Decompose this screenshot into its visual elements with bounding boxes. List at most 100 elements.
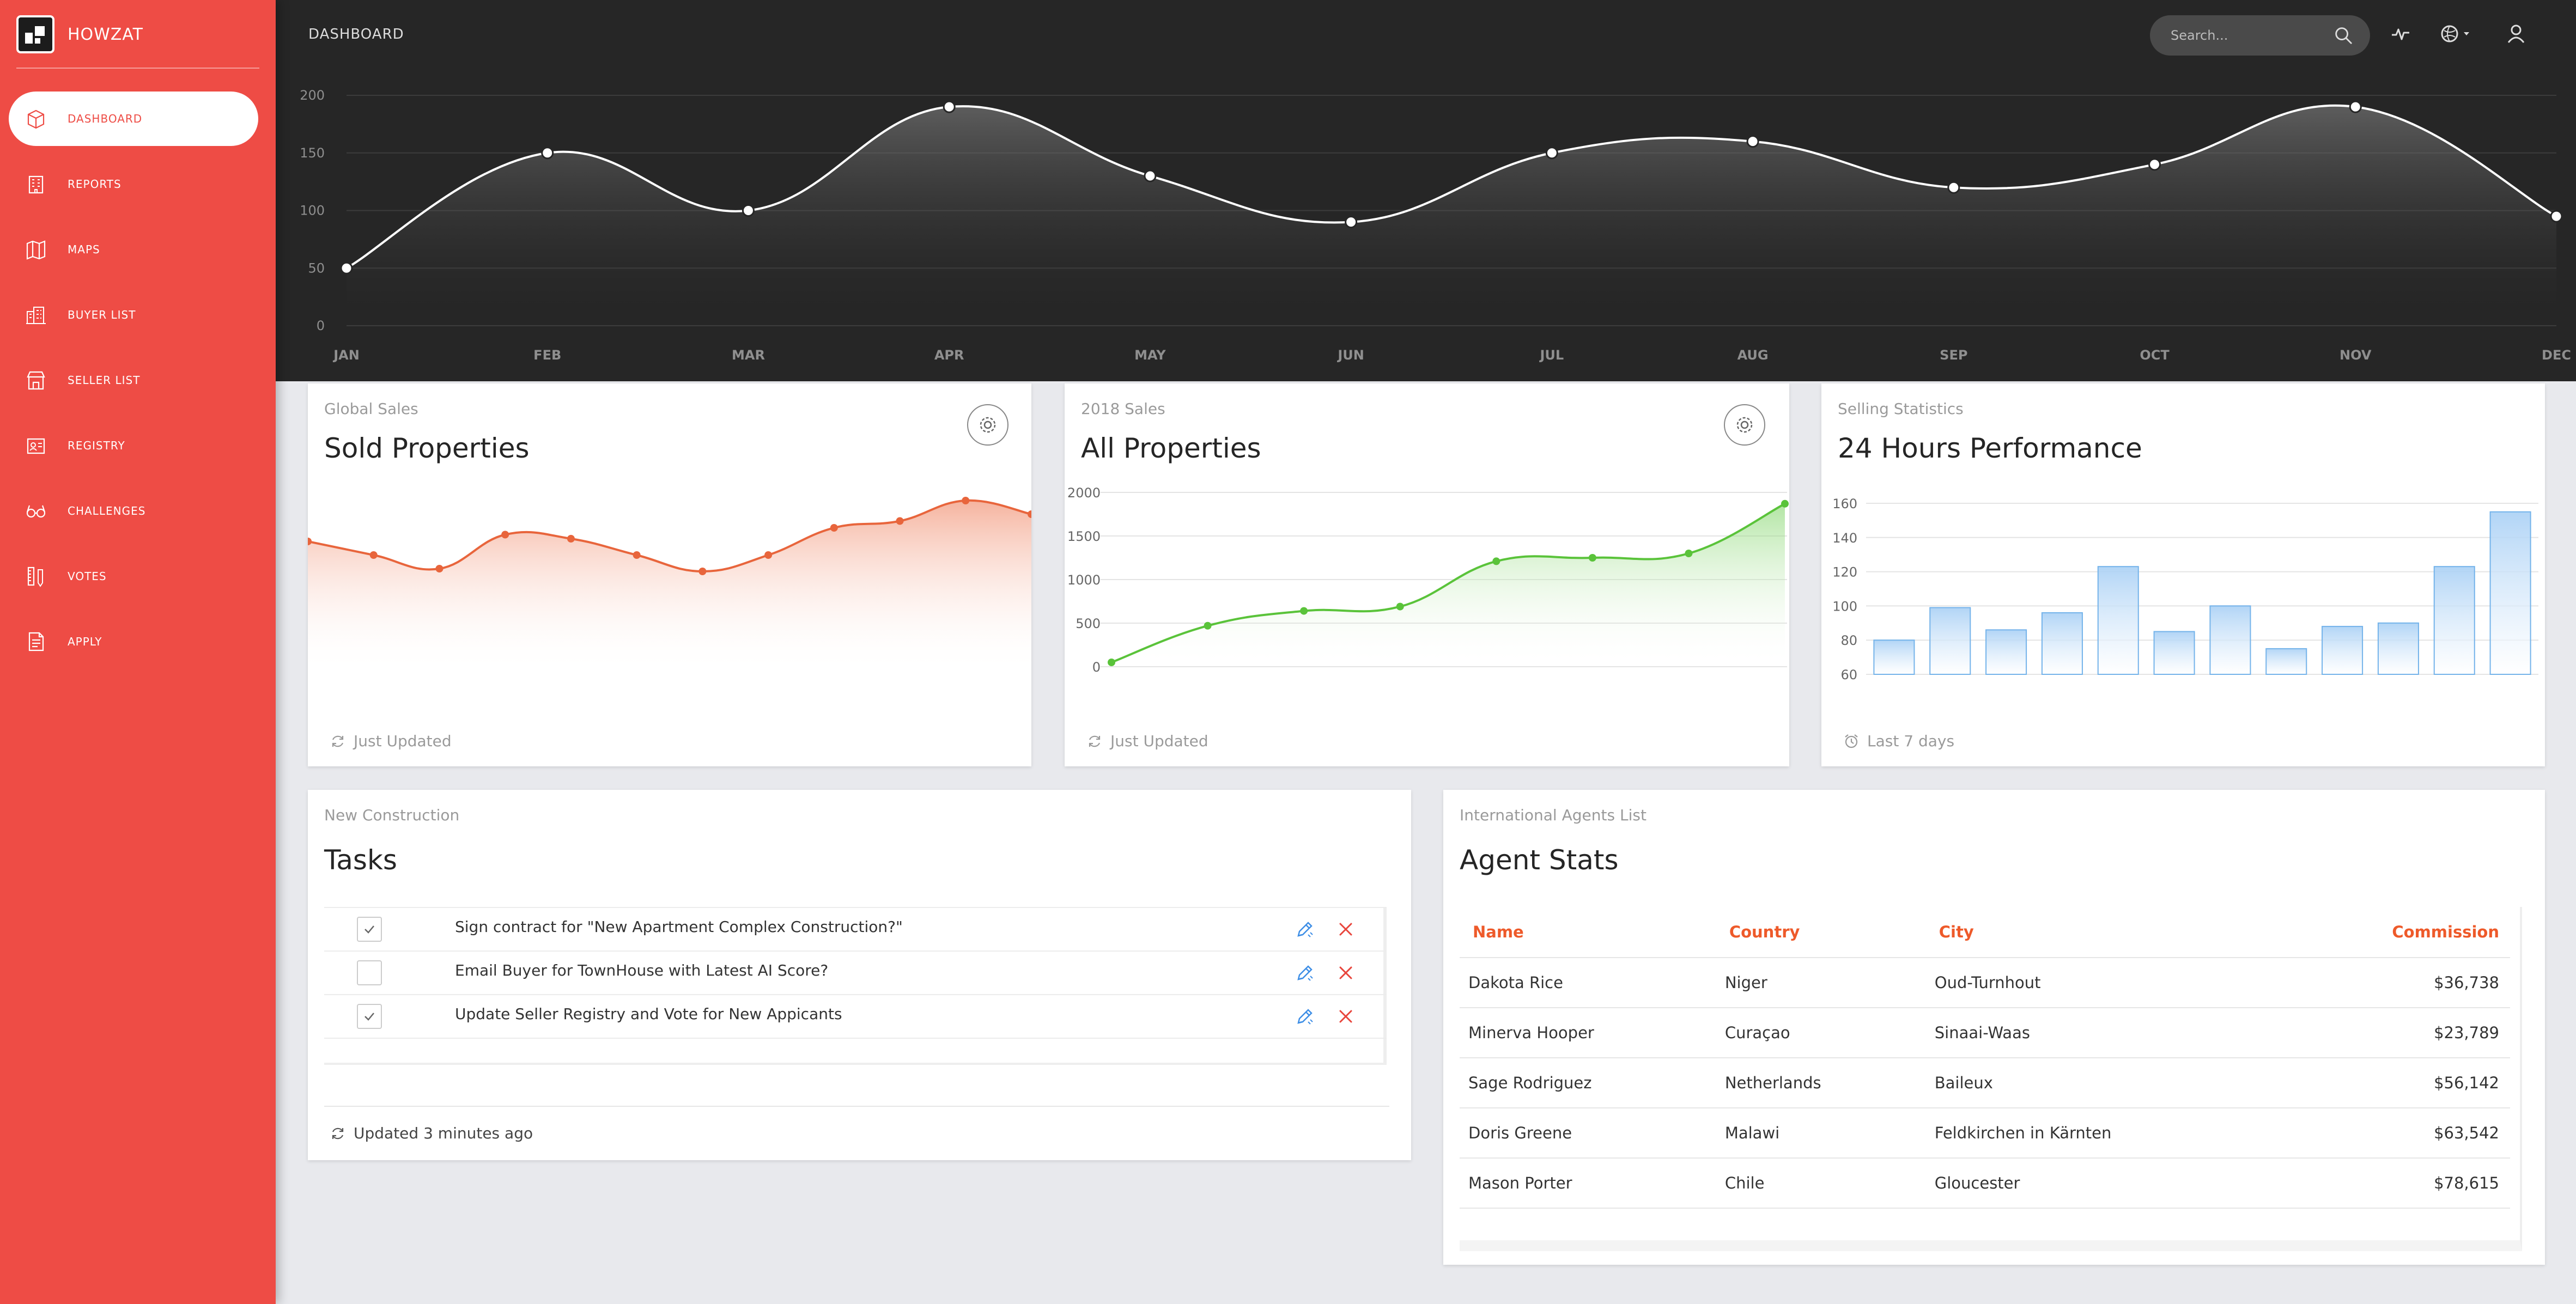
sidebar-item-votes[interactable]: VOTES: [9, 549, 258, 604]
data-point[interactable]: [633, 551, 641, 559]
activity-icon[interactable]: [2390, 23, 2411, 45]
data-point[interactable]: [764, 551, 773, 559]
gear-icon: [980, 417, 996, 433]
data-point[interactable]: [1781, 499, 1789, 508]
brand[interactable]: HOWZAT: [16, 15, 143, 53]
performance-bar-chart: 60 80 100 120 140 160: [1832, 496, 2538, 683]
sidebar-item-buyer-list[interactable]: BUYER LIST: [9, 288, 258, 342]
tasks-scroll-area[interactable]: [324, 907, 1387, 1065]
sidebar-item-reports[interactable]: REPORTS: [9, 157, 258, 211]
task-checkbox[interactable]: [357, 1004, 382, 1029]
sidebar-item-seller-list[interactable]: SELLER LIST: [9, 353, 258, 407]
task-checkbox[interactable]: [357, 960, 382, 985]
data-point[interactable]: [1685, 550, 1693, 557]
card-footer: Last 7 days: [1843, 732, 1954, 750]
data-point[interactable]: [1746, 135, 1759, 148]
data-point[interactable]: [541, 147, 554, 160]
card-footer: Just Updated: [1086, 732, 1208, 750]
data-point[interactable]: [1588, 554, 1596, 562]
table-row[interactable]: Dakota Rice Niger Oud-Turnhout $36,738: [1460, 958, 2510, 1008]
bar[interactable]: [2265, 648, 2307, 675]
data-point[interactable]: [742, 204, 755, 217]
sidebar-divider: [16, 68, 259, 69]
table-cell: $36,738: [2371, 958, 2510, 1008]
data-point[interactable]: [1300, 607, 1308, 615]
data-point[interactable]: [567, 535, 575, 543]
bar[interactable]: [2377, 622, 2419, 675]
y-tick-label: 150: [300, 145, 325, 161]
column-header[interactable]: Name: [1460, 907, 1716, 958]
buildings-icon: [25, 304, 63, 326]
series-line: [1111, 503, 1785, 663]
building-icon: [25, 173, 63, 195]
data-point[interactable]: [2550, 210, 2563, 223]
data-point[interactable]: [340, 261, 353, 275]
search-input[interactable]: [2170, 27, 2330, 44]
sidebar-item-challenges[interactable]: CHALLENGES: [9, 484, 258, 538]
data-point[interactable]: [2148, 158, 2161, 171]
data-point[interactable]: [435, 565, 443, 572]
table-cell: Sage Rodriguez: [1460, 1058, 1716, 1108]
data-point[interactable]: [896, 517, 904, 525]
data-point[interactable]: [501, 531, 509, 539]
bar[interactable]: [1929, 607, 1971, 675]
sidebar-item-apply[interactable]: APPLY: [9, 614, 258, 669]
data-point[interactable]: [1144, 169, 1157, 182]
bar[interactable]: [1873, 639, 1915, 675]
search-icon[interactable]: [2333, 25, 2354, 46]
settings-button[interactable]: [1724, 404, 1765, 446]
table-row[interactable]: Doris Greene Malawi Feldkirchen in Kärnten…: [1460, 1108, 2510, 1159]
sidebar-item-label: DASHBOARD: [68, 112, 143, 125]
data-point[interactable]: [369, 551, 378, 559]
bar[interactable]: [2153, 631, 2195, 675]
data-point[interactable]: [1028, 510, 1031, 518]
table-row[interactable]: Sage Rodriguez Netherlands Baileux $56,142: [1460, 1058, 2510, 1108]
user-icon[interactable]: [2505, 23, 2527, 45]
delete-icon[interactable]: [1335, 918, 1357, 940]
edit-icon[interactable]: [1294, 962, 1316, 984]
column-header[interactable]: Commission: [2371, 907, 2510, 958]
data-point[interactable]: [962, 497, 970, 504]
sidebar-item-registry[interactable]: REGISTRY: [9, 418, 258, 473]
sidebar-item-dashboard[interactable]: DASHBOARD: [9, 92, 258, 146]
table-row[interactable]: Mason Porter Chile Gloucester $78,615: [1460, 1158, 2510, 1209]
bar[interactable]: [2097, 566, 2139, 675]
bar[interactable]: [2433, 566, 2475, 675]
column-header[interactable]: City: [1925, 907, 2372, 958]
settings-button[interactable]: [967, 404, 1008, 446]
bar[interactable]: [2489, 511, 2531, 675]
divider: [324, 1106, 1389, 1107]
edit-icon[interactable]: [1294, 918, 1316, 940]
data-point[interactable]: [1947, 181, 1960, 194]
table-cell: Minerva Hooper: [1460, 1008, 1716, 1058]
bar[interactable]: [1985, 629, 2027, 675]
table-row[interactable]: Minerva Hooper Curaçao Sinaai-Waas $23,789: [1460, 1008, 2510, 1058]
data-point[interactable]: [1492, 557, 1500, 565]
edit-icon[interactable]: [1294, 1006, 1316, 1027]
bar[interactable]: [2041, 612, 2083, 675]
data-point[interactable]: [308, 538, 312, 545]
search-box[interactable]: [2150, 15, 2370, 56]
data-point[interactable]: [698, 568, 707, 575]
data-point[interactable]: [830, 524, 838, 532]
data-point[interactable]: [1345, 216, 1358, 229]
agents-table: Name Country City Commission Dakota Rice Nig…: [1460, 907, 2510, 1209]
table-cell: Gloucester: [1925, 1158, 2372, 1209]
agents-scroll-area[interactable]: [1460, 907, 2522, 1251]
column-header[interactable]: Country: [1716, 907, 1926, 958]
delete-icon[interactable]: [1335, 1006, 1357, 1027]
x-tick-label: MAY: [1134, 348, 1166, 363]
data-point[interactable]: [1545, 147, 1558, 160]
data-point[interactable]: [1204, 621, 1212, 630]
sidebar-item-maps[interactable]: MAPS: [9, 222, 258, 277]
data-point[interactable]: [1396, 602, 1404, 611]
delete-icon[interactable]: [1335, 962, 1357, 984]
data-point[interactable]: [2349, 100, 2362, 113]
data-point[interactable]: [1108, 659, 1115, 666]
data-point[interactable]: [943, 100, 956, 113]
task-checkbox[interactable]: [357, 917, 382, 942]
globe-dropdown-icon[interactable]: [2440, 23, 2475, 45]
sold-properties-chart: [308, 497, 1031, 672]
bar[interactable]: [2209, 605, 2251, 675]
bar[interactable]: [2322, 626, 2364, 675]
